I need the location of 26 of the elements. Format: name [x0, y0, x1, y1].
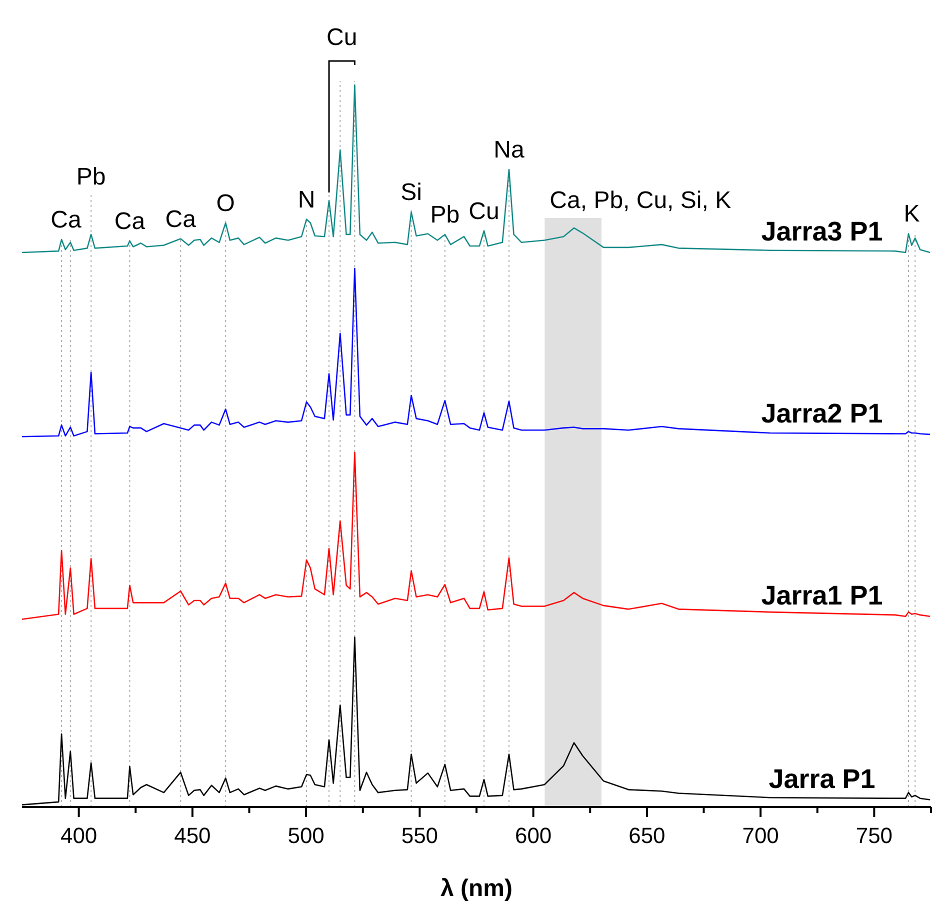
series-label: Jarra P1 — [768, 764, 876, 794]
x-tick-label: 750 — [856, 823, 893, 848]
ref-line-label: O — [216, 190, 235, 217]
ref-line-label: Na — [494, 136, 525, 164]
x-tick-label: 600 — [514, 823, 552, 848]
band-label: Ca, Pb, Cu, Si, K — [550, 186, 732, 214]
ref-line-label: Si — [400, 179, 422, 206]
x-tick-label: 650 — [628, 823, 666, 848]
x-axis-title: λ (nm) — [440, 875, 512, 902]
ref-line-label: K — [904, 200, 920, 228]
x-tick-label: 700 — [742, 823, 779, 848]
series-label: Jarra1 P1 — [761, 580, 883, 610]
ref-line-label: Cu — [326, 24, 358, 51]
ref-line-label: Cu — [468, 198, 500, 225]
ref-line-label: Pb — [430, 201, 460, 228]
series-label: Jarra3 P1 — [761, 216, 883, 247]
x-tick-label: 550 — [401, 823, 438, 848]
x-tick-label: 500 — [288, 823, 324, 848]
x-tick-label: 400 — [60, 823, 98, 848]
x-tick-label: 450 — [174, 823, 211, 848]
ref-line-label: Ca — [165, 206, 197, 233]
series-label: Jarra2 P1 — [761, 398, 883, 428]
ref-line-label: Pb — [76, 163, 106, 190]
ref-line-label: Ca — [114, 208, 146, 235]
ref-line-label: Ca — [50, 206, 82, 234]
ref-line-label: N — [298, 186, 316, 214]
